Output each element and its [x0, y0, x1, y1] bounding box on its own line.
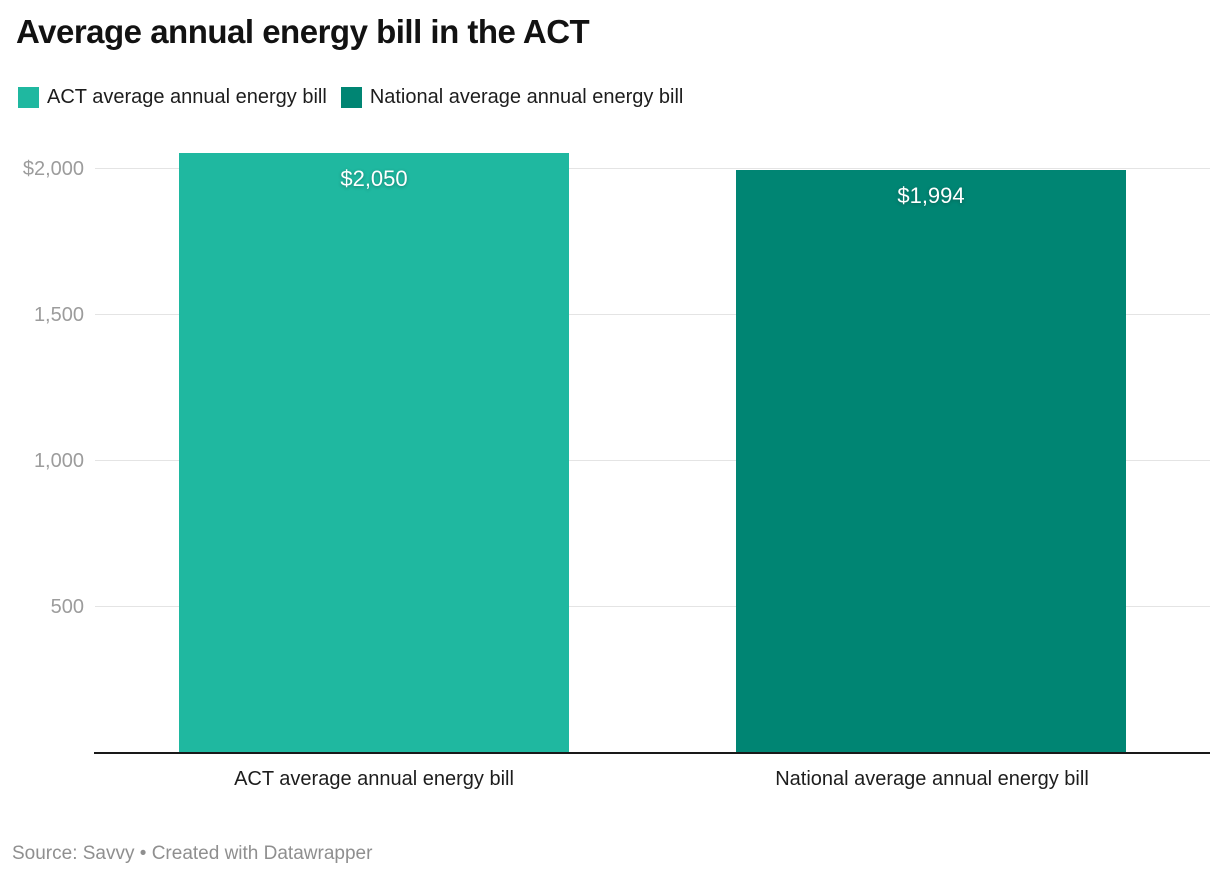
source-line: Source: Savvy • Created with Datawrapper	[12, 843, 373, 864]
legend-label-act: ACT average annual energy bill	[47, 86, 327, 108]
y-axis-tick-label: 1,500	[33, 304, 84, 326]
x-axis-category-label: National average annual energy bill	[775, 768, 1089, 790]
y-axis-tick-label: 500	[50, 596, 84, 618]
y-axis-tick-label: 1,000	[33, 450, 84, 472]
legend-item-national: National average annual energy bill	[340, 86, 684, 108]
chart-title: Average annual energy bill in the ACT	[16, 13, 590, 50]
gridline	[95, 314, 1210, 315]
x-axis-category-label: ACT average annual energy bill	[234, 768, 514, 790]
legend: ACT average annual energy bill National …	[18, 86, 683, 108]
bar-value-label: $2,050	[340, 166, 408, 191]
gridline	[95, 168, 1210, 169]
legend-swatch-national	[340, 86, 362, 108]
legend-swatch-act	[18, 86, 39, 108]
legend-label-national: National average annual energy bill	[369, 86, 684, 108]
bar[interactable]	[179, 153, 569, 752]
x-axis-line	[94, 752, 1210, 754]
bar-value-label: $1,994	[897, 183, 965, 208]
bar[interactable]	[736, 170, 1126, 752]
gridline	[95, 460, 1210, 461]
y-axis-tick-label: $2,000	[22, 158, 84, 180]
legend-item-act: ACT average annual energy bill	[18, 86, 327, 108]
gridline	[95, 606, 1210, 607]
